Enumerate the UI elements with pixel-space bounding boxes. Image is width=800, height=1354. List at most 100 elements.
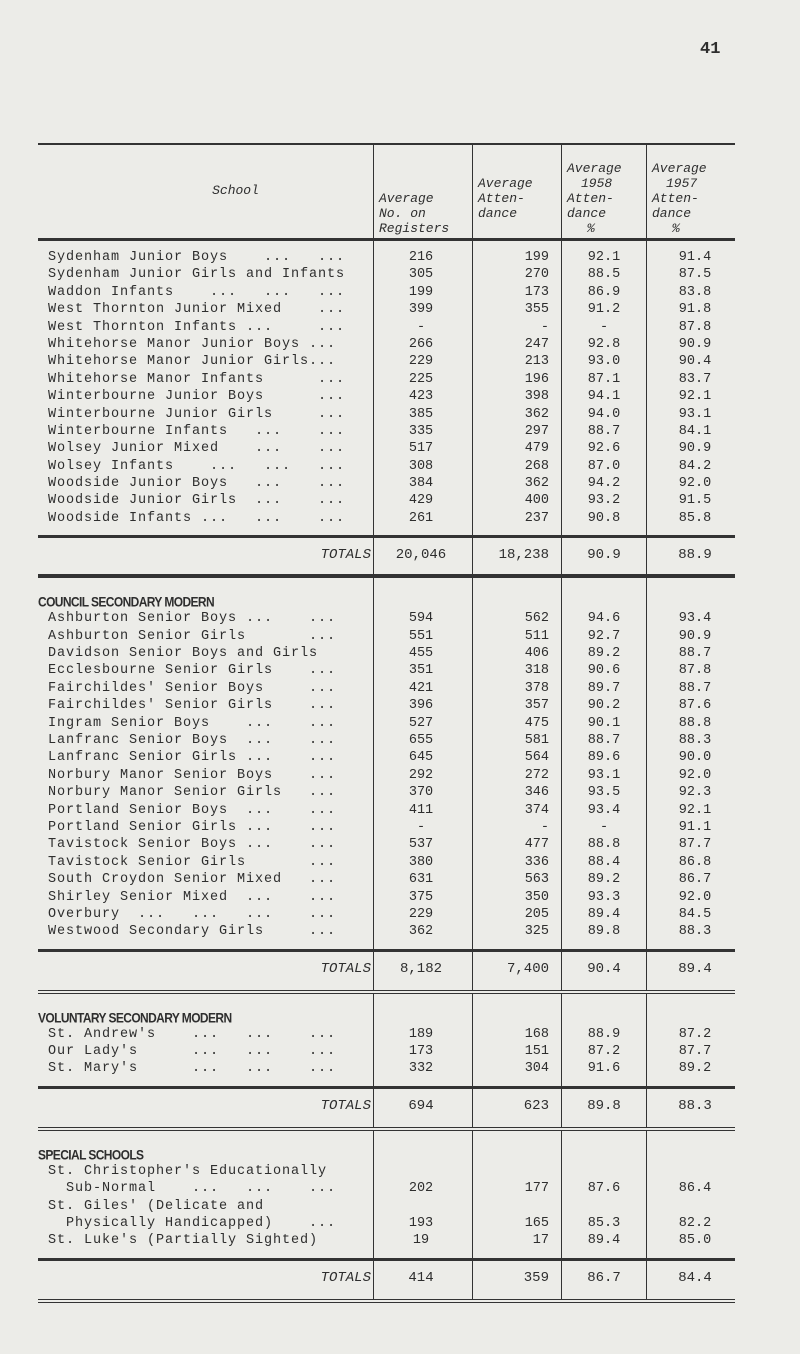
table-row: Whitehorse Manor Infants ... 225 196 87.1 83… <box>38 370 735 389</box>
pct-1958-value: 86.9 <box>561 283 646 302</box>
table-row: Sydenham Junior Boys ... ... 216 199 92.1 91… <box>38 249 735 267</box>
pct-1957-value: 88.7 <box>646 645 735 663</box>
attendance-value <box>472 1197 561 1216</box>
pct-1957-value: 83.8 <box>646 283 735 302</box>
pct-1957-value: 85.8 <box>646 509 735 528</box>
table-row: Woodside Infants ... ... ... 261 237 90.8 85… <box>38 509 735 528</box>
school-name: Winterbourne Infants ... ... <box>48 423 346 439</box>
pct-1957-value: 87.5 <box>646 266 735 284</box>
school-name: Westwood Secondary Girls ... <box>48 924 337 940</box>
pct-1958-value: 94.2 <box>561 475 646 493</box>
registers-value: 527 <box>373 714 472 732</box>
header-pct-1958: Average 1958 Atten- dance % <box>561 145 646 238</box>
pct-1958-value: 89.2 <box>561 871 646 889</box>
registers-value: 384 <box>373 475 472 493</box>
attendance-value: 165 <box>472 1215 561 1233</box>
empty-cell <box>472 1130 561 1163</box>
empty-cell <box>472 578 561 611</box>
table-row: Fairchildes' Senior Girls ... 396 357 90.2 8… <box>38 697 735 715</box>
totals-row: TOTALS 694 623 89.8 88.3 <box>38 1085 735 1131</box>
spacer-row <box>38 940 735 949</box>
attendance-value: 406 <box>472 645 561 663</box>
school-name: Sub-Normal ... ... ... <box>48 1181 337 1197</box>
school-name: Winterbourne Junior Boys ... <box>48 389 346 405</box>
school-name: Ashburton Senior Boys ... ... <box>48 611 337 627</box>
registers-value: 370 <box>373 784 472 802</box>
table-row: Portland Senior Girls ... ... - - -91.1 <box>38 818 735 837</box>
total-pct-1958: 90.9 <box>561 538 646 575</box>
header-line: Average <box>567 161 622 176</box>
header-line: 1957 <box>666 176 698 191</box>
pct-1957-value: 90.0 <box>646 749 735 767</box>
table-row: Woodside Junior Boys ... ... 384 362 94.2 92… <box>38 475 735 493</box>
header-line: Average <box>379 191 434 206</box>
pct-1958-value: 88.8 <box>561 836 646 854</box>
pct-1957-value: 87.8 <box>646 318 735 336</box>
empty-cell <box>561 1249 646 1258</box>
school-name: Whitehorse Manor Junior Boys ... <box>48 336 337 352</box>
school-name: Portland Senior Boys ... ... <box>48 802 337 818</box>
pct-1958-value: 90.1 <box>561 714 646 732</box>
empty-cell <box>646 1077 735 1086</box>
registers-value: 362 <box>373 923 472 941</box>
attendance-value: 355 <box>472 301 561 319</box>
attendance-value: 477 <box>472 836 561 854</box>
empty-cell <box>561 578 646 611</box>
header-line: Registers <box>379 221 450 236</box>
pct-1958-value: 89.6 <box>561 749 646 767</box>
attendance-value: 247 <box>472 335 561 354</box>
pct-1958-value: 89.4 <box>561 905 646 924</box>
pct-1957-value: 88.3 <box>646 731 735 750</box>
pct-1958-value: 93.5 <box>561 784 646 802</box>
school-name: Whitehorse Manor Junior Girls... <box>48 354 337 370</box>
registers-value: 189 <box>373 1025 472 1044</box>
pct-1957-value: 93.4 <box>646 610 735 628</box>
total-attendance: 623 <box>472 1088 561 1127</box>
empty-cell <box>373 241 472 249</box>
total-registers: 694 <box>373 1088 472 1127</box>
total-attendance: 18,238 <box>472 538 561 575</box>
pct-1958-value: 93.3 <box>561 888 646 906</box>
table-row: Wolsey Junior Mixed ... ... 517 479 92.6 90.… <box>38 440 735 458</box>
attendance-value: 562 <box>472 610 561 628</box>
table-row: St. Christopher's Educationally <box>38 1162 735 1181</box>
pct-1958-value: 93.1 <box>561 766 646 785</box>
table-body: Sydenham Junior Boys ... ... 216 199 92.1 91… <box>38 241 735 1303</box>
attendance-value: 357 <box>472 697 561 715</box>
totals-label: TOTALS <box>320 1097 371 1114</box>
table-row: West Thornton Junior Mixed ... 399 355 91.2… <box>38 301 735 319</box>
empty-cell <box>38 527 373 535</box>
header-line: Atten- <box>567 191 614 206</box>
registers-value: 517 <box>373 440 472 458</box>
attendance-value: 362 <box>472 475 561 493</box>
school-name: Shirley Senior Mixed ... ... <box>48 889 337 905</box>
totals-row: TOTALS 414 359 86.7 84.4 <box>38 1257 735 1303</box>
registers-value: 292 <box>373 766 472 785</box>
table-row: Lanfranc Senior Girls ... ... 645 564 89.6 9… <box>38 749 735 767</box>
school-name: Wolsey Infants ... ... ... <box>48 458 346 474</box>
spacer-row <box>38 1077 735 1086</box>
pct-1957-value: 87.6 <box>646 697 735 715</box>
spacer-row <box>38 241 735 249</box>
table-row: Woodside Junior Girls ... ... 429 400 93.2 9… <box>38 492 735 510</box>
registers-value: 308 <box>373 457 472 476</box>
registers-value: - <box>373 318 472 336</box>
empty-cell <box>646 1249 735 1258</box>
page-number: 41 <box>700 40 721 59</box>
school-name: St. Mary's ... ... ... <box>48 1061 337 1077</box>
total-pct-1958: 89.8 <box>561 1088 646 1127</box>
table-row: Fairchildes' Senior Boys ... 421 378 89.7 88… <box>38 679 735 698</box>
pct-1958-value: 89.4 <box>561 1232 646 1250</box>
pct-1958-value: 91.6 <box>561 1060 646 1078</box>
total-registers: 414 <box>373 1260 472 1299</box>
attendance-value: 199 <box>472 249 561 267</box>
registers-value: 594 <box>373 610 472 628</box>
pct-1958-value: 94.0 <box>561 405 646 423</box>
attendance-value: 270 <box>472 266 561 284</box>
registers-value: 193 <box>373 1215 472 1233</box>
table-row: Sub-Normal ... ... ... 202 177 87.6 86.4 <box>38 1180 735 1198</box>
empty-cell <box>373 940 472 949</box>
empty-cell <box>561 940 646 949</box>
registers-value: 655 <box>373 731 472 750</box>
attendance-value: 304 <box>472 1060 561 1078</box>
